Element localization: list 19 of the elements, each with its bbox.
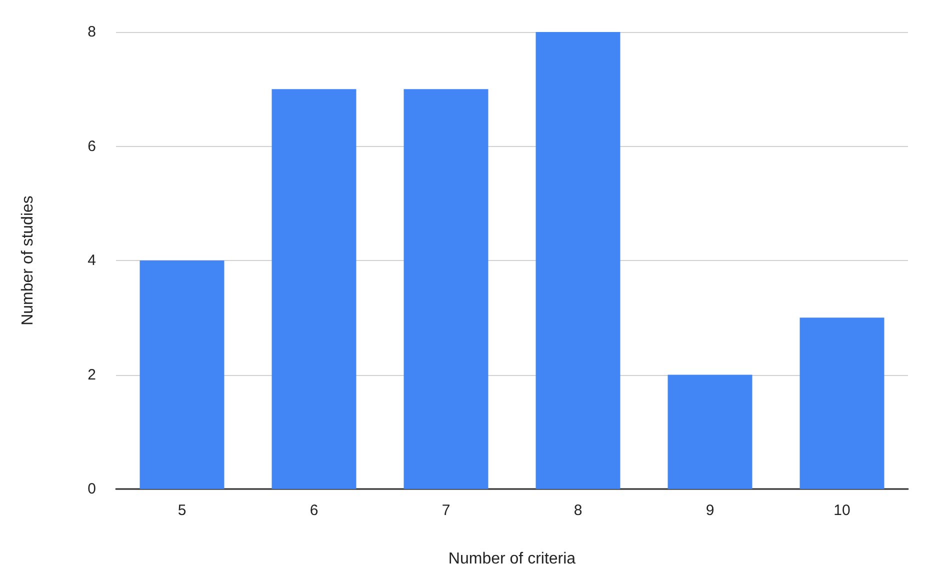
y-axis-title: Number of studies xyxy=(20,196,36,326)
x-axis-title: Number of criteria xyxy=(448,550,576,568)
bar xyxy=(404,89,488,489)
y-tick-label: 6 xyxy=(88,138,96,155)
x-tick-label: 5 xyxy=(178,502,186,519)
y-tick-label: 4 xyxy=(88,252,96,269)
x-tick-label: 6 xyxy=(310,502,318,519)
y-tick-label: 2 xyxy=(88,366,96,384)
bar xyxy=(536,32,620,489)
x-tick-label: 8 xyxy=(574,502,582,519)
x-tick-label: 9 xyxy=(706,502,714,519)
y-tick-label: 0 xyxy=(88,480,96,498)
bar xyxy=(140,260,224,489)
bar xyxy=(800,318,884,489)
bar xyxy=(272,89,356,489)
bar xyxy=(668,374,752,489)
x-tick-label: 7 xyxy=(442,502,450,519)
y-tick-label: 8 xyxy=(88,24,96,40)
x-tick-label: 10 xyxy=(834,502,850,519)
